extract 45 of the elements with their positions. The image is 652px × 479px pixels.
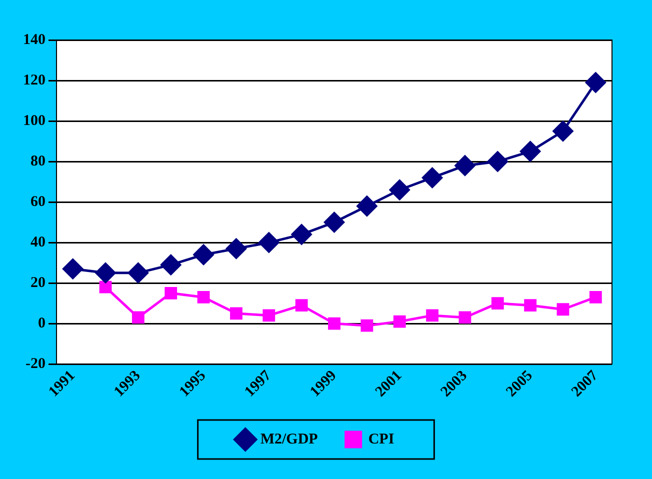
- y-tick-label: 20: [30, 274, 46, 291]
- point: [520, 141, 541, 162]
- point: [193, 244, 214, 265]
- point: [487, 151, 508, 172]
- point: [262, 309, 276, 322]
- y-tick-label: 80: [30, 153, 46, 170]
- point: [258, 232, 280, 253]
- y-tick-label: 140: [23, 32, 46, 48]
- point: [589, 291, 602, 304]
- point: [132, 311, 144, 324]
- point: [585, 72, 606, 93]
- point: [197, 291, 210, 304]
- y-tick-label: 40: [30, 234, 46, 250]
- point: [324, 212, 344, 233]
- point: [160, 254, 182, 276]
- point: [454, 155, 476, 176]
- point: [552, 120, 574, 142]
- point: [556, 303, 570, 316]
- point: [95, 262, 116, 284]
- y-tick-label: -20: [26, 356, 46, 372]
- point: [128, 262, 148, 284]
- point: [389, 180, 410, 200]
- legend-label: M2/GDP: [260, 431, 318, 448]
- point: [291, 224, 312, 245]
- point: [426, 309, 438, 322]
- point: [422, 167, 443, 188]
- y-tick-label: 60: [30, 194, 46, 210]
- y-tick-label: 120: [23, 72, 46, 88]
- point: [360, 319, 374, 332]
- point: [328, 317, 340, 330]
- point: [491, 297, 504, 310]
- point: [62, 258, 84, 280]
- point: [230, 307, 242, 320]
- point: [458, 311, 472, 324]
- point: [393, 315, 406, 328]
- point: [226, 238, 246, 259]
- point: [524, 299, 537, 312]
- point: [356, 196, 378, 216]
- x-tick-label: 1991: [46, 368, 78, 400]
- legend-label: CPI: [368, 431, 394, 448]
- point: [99, 280, 112, 294]
- y-tick-label: 0: [38, 315, 46, 332]
- y-tick-label: 100: [23, 112, 46, 129]
- point: [295, 299, 308, 312]
- point: [164, 286, 178, 300]
